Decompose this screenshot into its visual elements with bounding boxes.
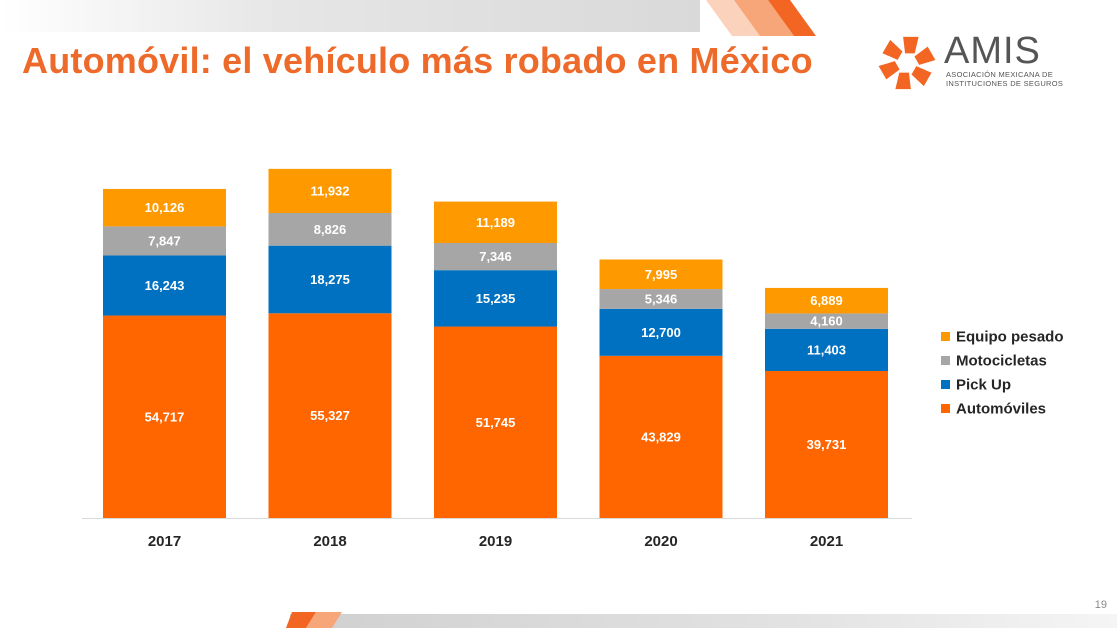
bar-stack-2020: 43,829 12,700 5,346 7,995: [599, 259, 723, 518]
bar-segment: [434, 242, 557, 271]
bar-segment: [434, 201, 557, 243]
bar-segment: [103, 226, 226, 256]
bar-segment: [599, 308, 723, 356]
bar-segment: [765, 370, 888, 518]
x-tick-label: 2019: [479, 533, 512, 550]
data-label: 54,717: [145, 409, 185, 424]
data-label: 10,126: [145, 200, 185, 215]
data-label: 4,160: [810, 314, 843, 329]
bar-segment: [268, 168, 392, 214]
bar-segment: [765, 287, 888, 314]
data-label: 18,275: [310, 272, 350, 287]
data-label: 16,243: [145, 278, 185, 293]
bar-segment: [434, 326, 557, 518]
bar-segment: [599, 289, 723, 309]
legend-label: Motocicletas: [956, 353, 1047, 370]
top-accent-stripes: [706, 0, 816, 36]
data-label: 43,829: [641, 429, 681, 444]
bar-segment: [765, 313, 888, 329]
x-tick-label: 2021: [810, 533, 843, 550]
data-label: 51,745: [476, 415, 516, 430]
logo-subtitle: ASOCIACIÓN MEXICANA DE INSTITUCIONES DE …: [946, 70, 1063, 88]
logo-subtitle-line-1: ASOCIACIÓN MEXICANA DE: [946, 70, 1054, 79]
data-label: 11,403: [807, 342, 846, 357]
bar-stack-2019: 51,745 15,235 7,346 11,189: [434, 201, 557, 518]
bar-segment: [434, 270, 557, 327]
amis-pinwheel-icon: [878, 36, 936, 90]
bar-segment: [103, 188, 226, 227]
bar-segment: [765, 328, 888, 371]
legend-swatch: [941, 356, 950, 365]
amis-logo: AMIS ASOCIACIÓN MEXICANA DE INSTITUCIONE…: [876, 30, 1076, 92]
data-label: 7,346: [479, 249, 512, 264]
data-label: 11,189: [476, 215, 515, 230]
logo-name: AMIS: [944, 30, 1041, 72]
bar-stack-2017: 54,717 16,243 7,847 10,126: [103, 188, 226, 518]
bar-segment: [268, 213, 392, 246]
top-decorative-bar: [0, 0, 700, 32]
legend-label: Automóviles: [956, 401, 1046, 418]
bar-segment: [599, 259, 723, 290]
legend-swatch: [941, 332, 950, 341]
data-label: 55,327: [310, 408, 350, 423]
bar-segment: [599, 355, 723, 518]
bar-segment: [268, 245, 392, 314]
bar-segment: [268, 313, 392, 518]
data-label: 7,995: [645, 267, 678, 282]
data-label: 12,700: [641, 325, 681, 340]
bar-segment: [103, 315, 226, 518]
bottom-accent-stripes: [286, 612, 342, 628]
data-label: 15,235: [476, 291, 516, 306]
data-label: 8,826: [314, 222, 347, 237]
page-number: 19: [1094, 599, 1107, 611]
bar-stack-2018: 55,327 18,275 8,826 11,932: [268, 168, 392, 518]
legend-label: Pick Up: [956, 377, 1011, 394]
bar-stack-2021: 39,731 11,403 4,160 6,889: [765, 287, 888, 518]
data-label: 7,847: [148, 233, 181, 248]
data-label: 5,346: [645, 291, 678, 306]
logo-subtitle-line-2: INSTITUCIONES DE SEGUROS: [946, 79, 1064, 88]
bar-segment: [103, 255, 226, 316]
x-tick-label: 2018: [313, 533, 346, 550]
data-label: 6,889: [810, 293, 843, 308]
slide-title: Automóvil: el vehículo más robado en Méx…: [22, 40, 813, 81]
legend-label: Equipo pesado: [956, 329, 1064, 346]
legend-swatch: [941, 404, 950, 413]
data-label: 39,731: [807, 437, 847, 452]
legend-swatch: [941, 380, 950, 389]
x-tick-label: 2017: [148, 533, 181, 550]
data-label: 11,932: [310, 183, 349, 198]
x-tick-label: 2020: [644, 533, 677, 550]
bottom-decorative-bar: [290, 614, 1117, 628]
